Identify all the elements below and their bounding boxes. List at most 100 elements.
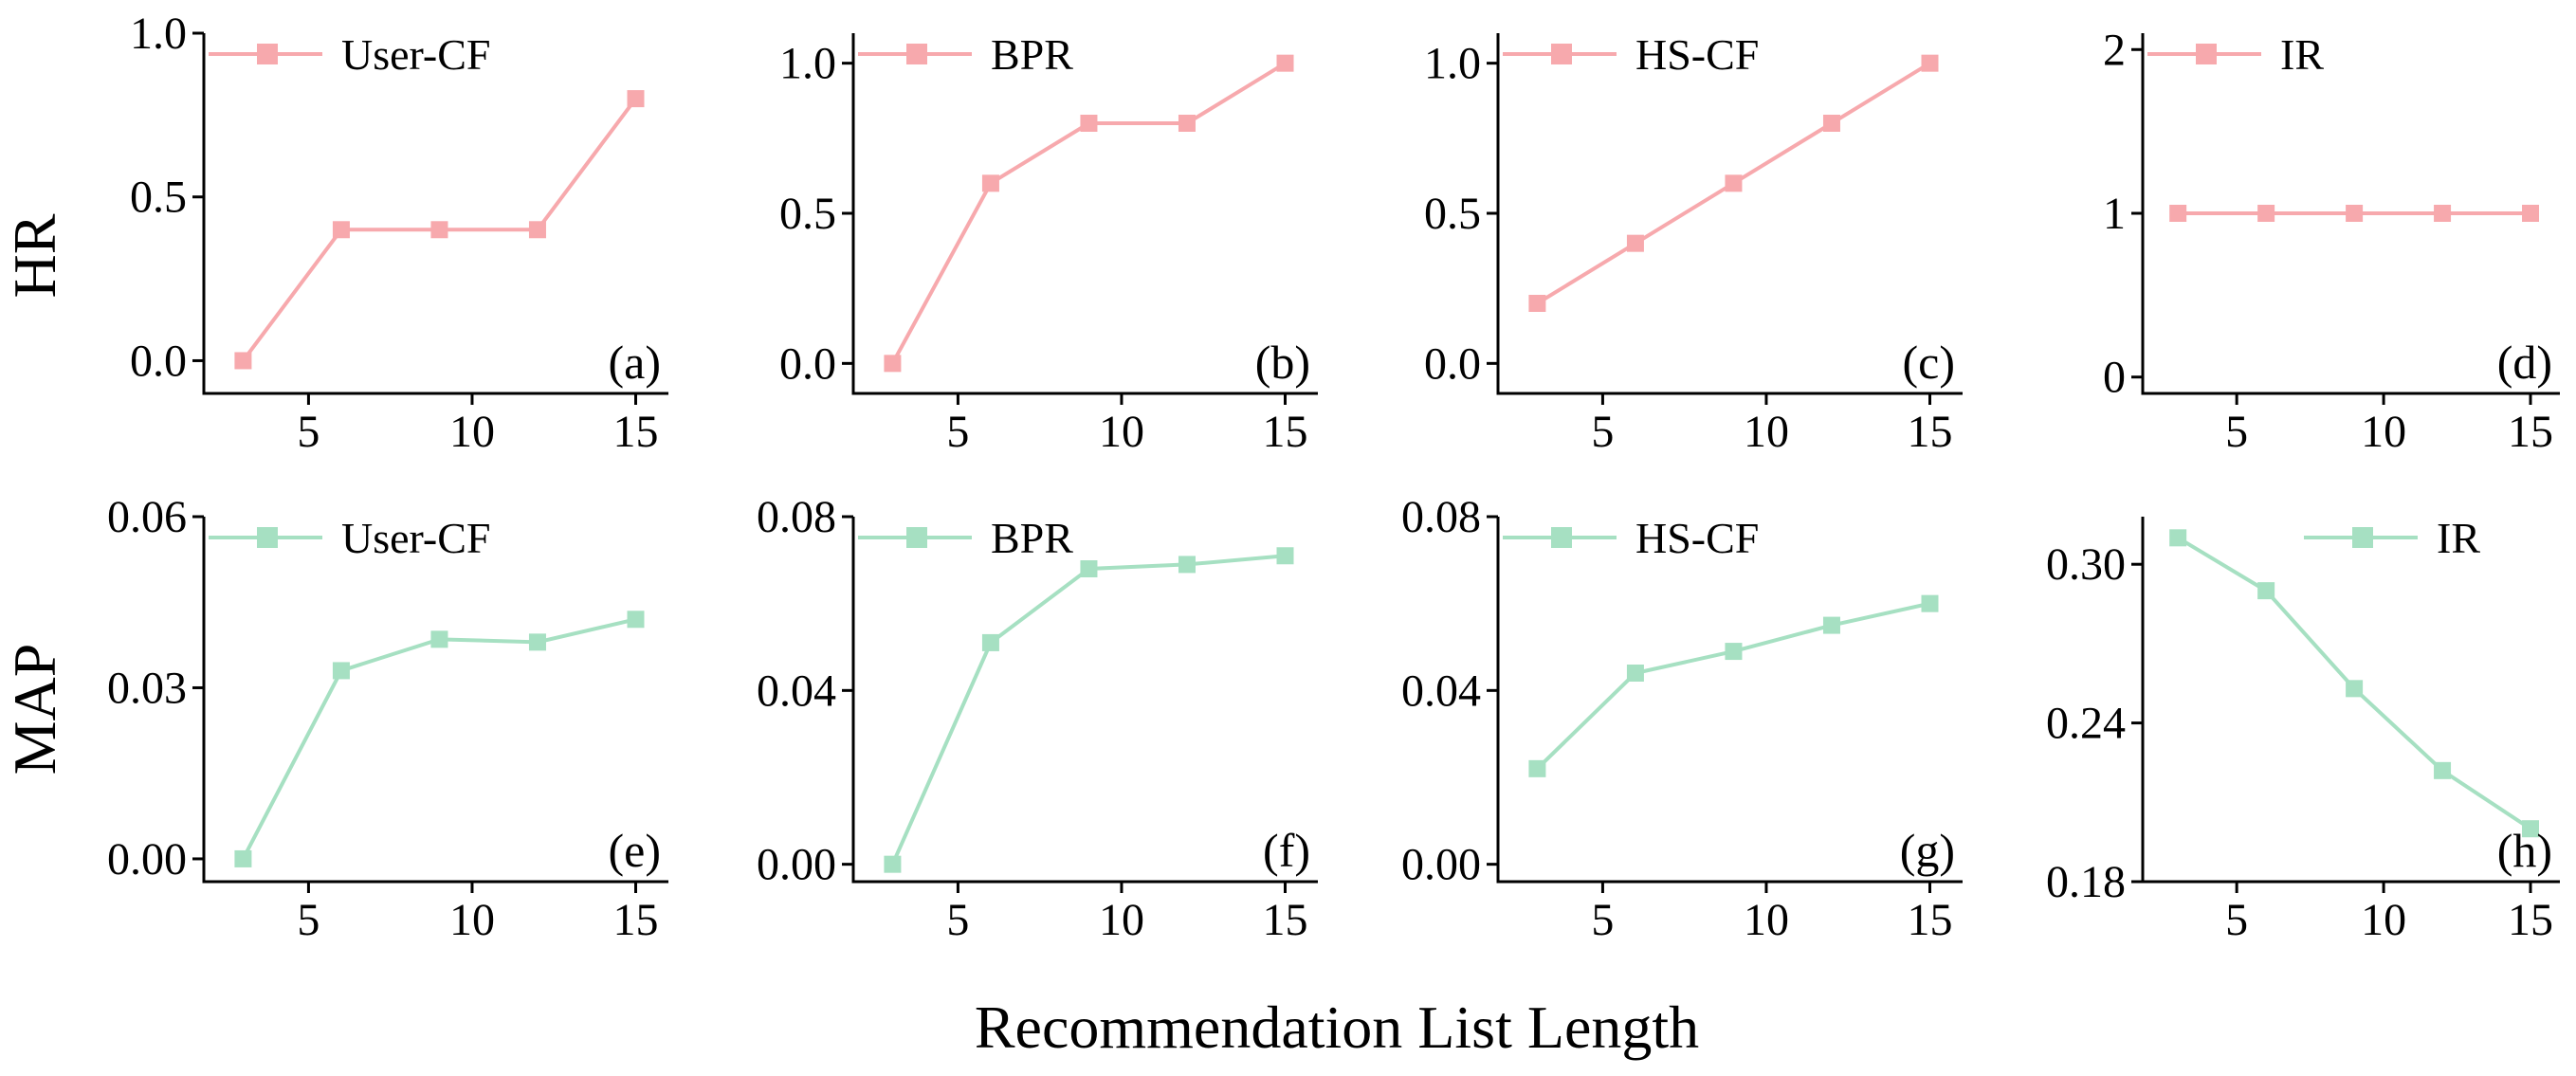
panel-g-data-point (1921, 594, 1939, 612)
panel-a-data-point (627, 90, 645, 108)
panel-h-xtick-label: 5 (2225, 895, 2248, 945)
panel-c-legend-label: HS-CF (1635, 30, 1759, 79)
panel-g-xtick-label: 5 (1591, 895, 1614, 945)
panel-c-ytick-label: 1.0 (1424, 39, 1481, 89)
panel-b-data-point (1178, 115, 1196, 132)
panel-g-data-point (1725, 643, 1743, 661)
panel-g-data-point (1626, 665, 1644, 682)
panel-g-legend-marker (1551, 527, 1572, 548)
panel-e-axes (202, 517, 668, 884)
panel-g-axes (1496, 517, 1963, 884)
panel-e-data-point (627, 611, 645, 629)
panel-b-series-line (890, 61, 1287, 365)
panel-e-data-point (234, 849, 252, 867)
panel-b-data-point (884, 355, 902, 373)
panel-h-label: (h) (2497, 824, 2552, 877)
panel-e-series-line (241, 617, 636, 860)
panel-g-ytick-label: 0.00 (1401, 840, 1481, 890)
panel-e-xtick-label: 5 (297, 895, 320, 945)
panel-e: 0.00 0.03 0.06 5 10 15 User-CF (e) (107, 492, 668, 945)
panel-b-xtick-label: 5 (946, 407, 969, 457)
panel-a-legend-label: User-CF (341, 30, 491, 79)
panel-c-data-point (1528, 295, 1546, 312)
panel-f: 0.00 0.04 0.08 5 10 15 BPR (f) (757, 492, 1318, 945)
panel-g-xtick-label: 10 (1744, 895, 1789, 945)
panel-c-xtick-label: 10 (1744, 407, 1789, 457)
panel-d-xtick-label: 5 (2225, 407, 2248, 457)
panel-c-data-point (1921, 54, 1939, 72)
panel-g: 0.00 0.04 0.08 5 10 15 HS-CF (g) (1401, 492, 1963, 945)
panel-f-legend-label: BPR (991, 514, 1073, 562)
panel-g-ytick-label: 0.08 (1401, 492, 1481, 542)
panel-h-legend-label: IR (2437, 514, 2480, 562)
panel-d-legend-marker (2196, 44, 2217, 64)
panel-e-data-point (332, 662, 350, 680)
panel-b-axes (851, 33, 1318, 395)
panel-b-xtick-label: 10 (1099, 407, 1144, 457)
panel-h-data-point (2257, 582, 2275, 600)
panel-e-ytick-label: 0.03 (107, 663, 187, 713)
panel-c-ytick-label: 0.5 (1424, 189, 1481, 239)
panel-a-axes (202, 33, 668, 395)
panel-h-xtick-label: 15 (2508, 895, 2553, 945)
panel-f-data-point (1080, 560, 1098, 577)
panel-f-data-point (981, 633, 999, 651)
panel-g-data-point (1822, 616, 1840, 634)
panel-a-legend-marker (257, 44, 278, 64)
panel-h-legend-marker (2352, 527, 2373, 548)
panel-c-xtick-label: 15 (1907, 407, 1952, 457)
panel-c-xtick-label: 5 (1591, 407, 1614, 457)
panel-e-label: (e) (609, 824, 662, 877)
panel-d-xtick-label: 10 (2361, 407, 2406, 457)
panel-a: 0.0 0.5 1.0 5 10 15 User-CF (a) (130, 9, 668, 457)
panel-a-data-point (332, 221, 350, 239)
panel-f-axes (851, 517, 1318, 884)
panel-a-ytick-label: 1.0 (130, 9, 187, 59)
panel-b: 0.0 0.5 1.0 5 10 15 BPR (b) (779, 30, 1318, 457)
panel-h-data-point (2434, 761, 2452, 779)
panel-d-data-point (2169, 205, 2187, 222)
panel-d-data-point (2434, 205, 2452, 222)
panel-a-data-point (528, 221, 546, 239)
panel-a-label: (a) (609, 336, 662, 389)
panel-h-xtick-label: 10 (2361, 895, 2406, 945)
panel-e-xtick-label: 15 (612, 895, 658, 945)
panel-e-ytick-label: 0.06 (107, 492, 187, 542)
panel-c-label: (c) (1903, 336, 1956, 389)
panel-h-ytick-label: 0.24 (2046, 699, 2126, 749)
panel-f-xtick-label: 5 (946, 895, 969, 945)
panel-d-ytick-label: 2 (2103, 25, 2126, 75)
panel-d: 0 1 2 5 10 15 IR (d) (2103, 25, 2560, 457)
panel-f-ytick-label: 0.08 (757, 492, 836, 542)
panel-c-data-point (1725, 174, 1743, 192)
panel-h-data-point (2346, 680, 2364, 698)
panel-b-ytick-label: 1.0 (779, 39, 836, 89)
panel-d-data-point (2522, 205, 2540, 222)
panel-b-data-point (1080, 115, 1098, 132)
panel-d-ytick-label: 0 (2103, 353, 2126, 403)
panel-a-ytick-label: 0.0 (130, 336, 187, 386)
panel-a-data-point (234, 352, 252, 370)
panel-a-xtick-label: 15 (612, 407, 658, 457)
panel-f-legend-marker (906, 527, 927, 548)
panel-g-label: (g) (1900, 824, 1955, 877)
panel-f-xtick-label: 15 (1262, 895, 1307, 945)
panel-b-xtick-label: 15 (1262, 407, 1307, 457)
panel-d-data-point (2346, 205, 2364, 222)
panel-a-xtick-label: 10 (449, 407, 495, 457)
panel-f-data-point (1178, 556, 1196, 574)
panel-b-ytick-label: 0.0 (779, 338, 836, 389)
panel-g-series-line (1536, 601, 1930, 771)
panel-d-axes (2141, 33, 2560, 395)
panel-e-data-point (528, 633, 546, 651)
row-label-map: MAP (1, 644, 68, 775)
panel-f-xtick-label: 10 (1099, 895, 1144, 945)
panel-h-ytick-label: 0.30 (2046, 539, 2126, 590)
panel-c-legend-marker (1551, 44, 1572, 64)
panel-g-ytick-label: 0.04 (1401, 666, 1481, 716)
panel-a-xtick-label: 5 (297, 407, 320, 457)
panel-c: 0.0 0.5 1.0 5 10 15 HS-CF (c) (1424, 30, 1963, 457)
panel-d-label: (d) (2497, 336, 2552, 389)
